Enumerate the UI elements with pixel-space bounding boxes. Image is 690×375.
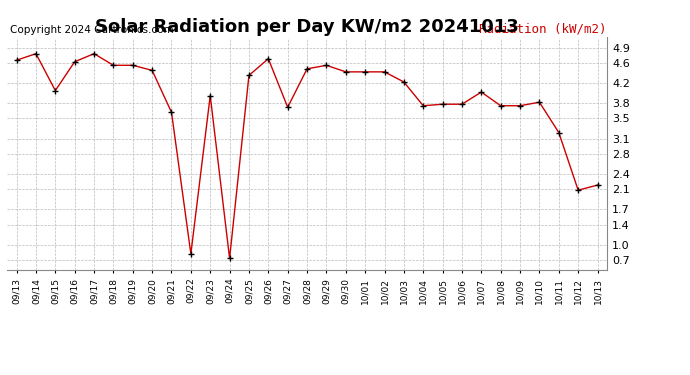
Text: Copyright 2024 Curtronics.com: Copyright 2024 Curtronics.com xyxy=(10,25,173,35)
Text: Radiation (kW/m2): Radiation (kW/m2) xyxy=(479,22,607,35)
Title: Solar Radiation per Day KW/m2 20241013: Solar Radiation per Day KW/m2 20241013 xyxy=(95,18,519,36)
